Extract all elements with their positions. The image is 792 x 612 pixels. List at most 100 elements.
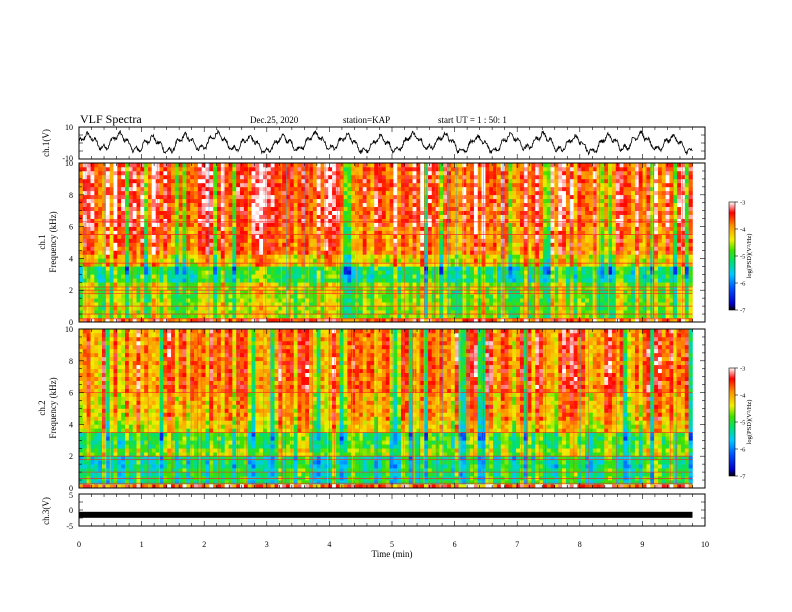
spectrogram-cell [121, 278, 126, 283]
spectrogram-cell [389, 282, 394, 287]
spectrogram-cell [251, 250, 256, 255]
spectrogram-cell [289, 258, 295, 263]
spectrogram-cell [477, 182, 482, 188]
spectrogram-cell [316, 242, 321, 247]
spectrogram-cell [527, 258, 532, 263]
spectrogram-cell [312, 318, 318, 323]
spectrogram-cell [163, 194, 168, 200]
spectrogram-cell [128, 238, 133, 243]
spectrogram-cell [282, 238, 287, 243]
spectrogram-cell [489, 206, 494, 211]
spectrogram-cell [151, 190, 156, 196]
spectrogram-cell [370, 222, 375, 227]
spectrogram-cell [136, 226, 141, 231]
spectrogram-cell [197, 290, 202, 295]
spectrogram-cell [412, 214, 417, 219]
spectrogram-cell [94, 178, 99, 184]
spectrogram-cell [94, 294, 99, 299]
spectrogram-cell [401, 230, 406, 235]
spectrogram-cell [370, 286, 375, 291]
spectrogram-cell [408, 282, 413, 287]
spectrogram-cell [439, 230, 444, 235]
spectrogram-cell [404, 250, 410, 255]
spectrogram-cell [493, 182, 498, 188]
spectrogram-cell [236, 210, 241, 215]
spectrogram-cell [485, 186, 490, 192]
spectrogram-cell [462, 210, 467, 215]
spectrogram-cell [435, 242, 440, 247]
spectrogram-cell [297, 198, 302, 204]
spectrogram-cell [320, 274, 325, 279]
spectrogram-cell [408, 178, 413, 184]
spectrogram-cell [274, 298, 279, 303]
spectrogram-cell [286, 174, 291, 180]
spectrogram-cell [500, 202, 505, 208]
spectrogram-cell [493, 206, 498, 211]
spectrogram-cell [217, 202, 222, 208]
spectrogram-cell [393, 214, 398, 219]
spectrogram-cell [408, 310, 413, 315]
spectrogram-cell [512, 318, 517, 323]
spectrogram-cell [243, 298, 248, 303]
spectrogram-cell [270, 218, 275, 223]
spectrogram-cell [416, 230, 421, 235]
spectrogram-cell [435, 278, 440, 283]
spectrogram-cell [102, 250, 107, 255]
spectrogram-cell [332, 254, 337, 259]
spectrogram-cell [98, 302, 103, 307]
spectrogram-cell [435, 286, 440, 291]
spectrogram-cell [98, 242, 103, 247]
spectrogram-cell [205, 226, 210, 231]
spectrogram-cell [209, 290, 214, 295]
spectrogram-cell [151, 270, 156, 275]
spectrogram-cell [217, 198, 222, 204]
spectrogram-cell [343, 278, 348, 283]
spectrogram-cell [531, 246, 536, 251]
spectrogram-cell [125, 278, 130, 283]
spectrogram-cell [527, 262, 532, 267]
spectrogram-cell [190, 274, 195, 279]
spectrogram-cell [128, 286, 133, 291]
spectrogram-cell [389, 306, 394, 311]
spectrogram-cell [485, 270, 490, 275]
spectrogram-cell [255, 214, 260, 219]
spectrogram-cell [542, 222, 548, 227]
spectrogram-cell [508, 206, 513, 211]
spectrogram-cell [220, 306, 225, 311]
spectrogram-cell [370, 258, 375, 263]
spectrogram-cell [378, 250, 383, 255]
spectrogram-cell [266, 302, 272, 307]
spectrogram-cell [232, 294, 237, 299]
spectrogram-cell [90, 310, 95, 315]
spectrogram-cell [420, 314, 425, 319]
spectrogram-cell [171, 306, 176, 311]
spectrogram-cell [542, 246, 548, 251]
spectrogram-cell [109, 242, 114, 247]
spectrogram-cell [263, 190, 268, 196]
spectrogram-cell [151, 222, 156, 227]
spectrogram-cell [516, 254, 521, 259]
spectrogram-cell [462, 182, 467, 188]
spectrogram-cell [90, 194, 95, 200]
spectrogram-cell [105, 282, 110, 287]
spectrogram-cell [305, 218, 310, 223]
spectrogram-cell [519, 278, 525, 283]
spectrogram-cell [420, 234, 425, 239]
spectrogram-cell [270, 274, 275, 279]
spectrogram-cell [450, 258, 456, 263]
spectrogram-cell [370, 166, 375, 172]
spectrogram-cell [343, 242, 348, 247]
spectrogram-cell [427, 198, 433, 204]
spectrogram-cell [247, 182, 252, 188]
spectrogram-cell [435, 238, 440, 243]
spectrogram-cell [412, 266, 417, 271]
spectrogram-cell [94, 246, 99, 251]
spectrogram-cell [328, 222, 333, 227]
spectrogram-cell [148, 242, 153, 247]
spectrogram-cell [385, 182, 390, 188]
spectrogram-cell [427, 210, 433, 215]
spectrogram-cell [309, 194, 314, 200]
spectrogram-cell [462, 198, 467, 204]
spectrogram-cell [286, 246, 291, 251]
spectrogram-cell [297, 270, 302, 275]
